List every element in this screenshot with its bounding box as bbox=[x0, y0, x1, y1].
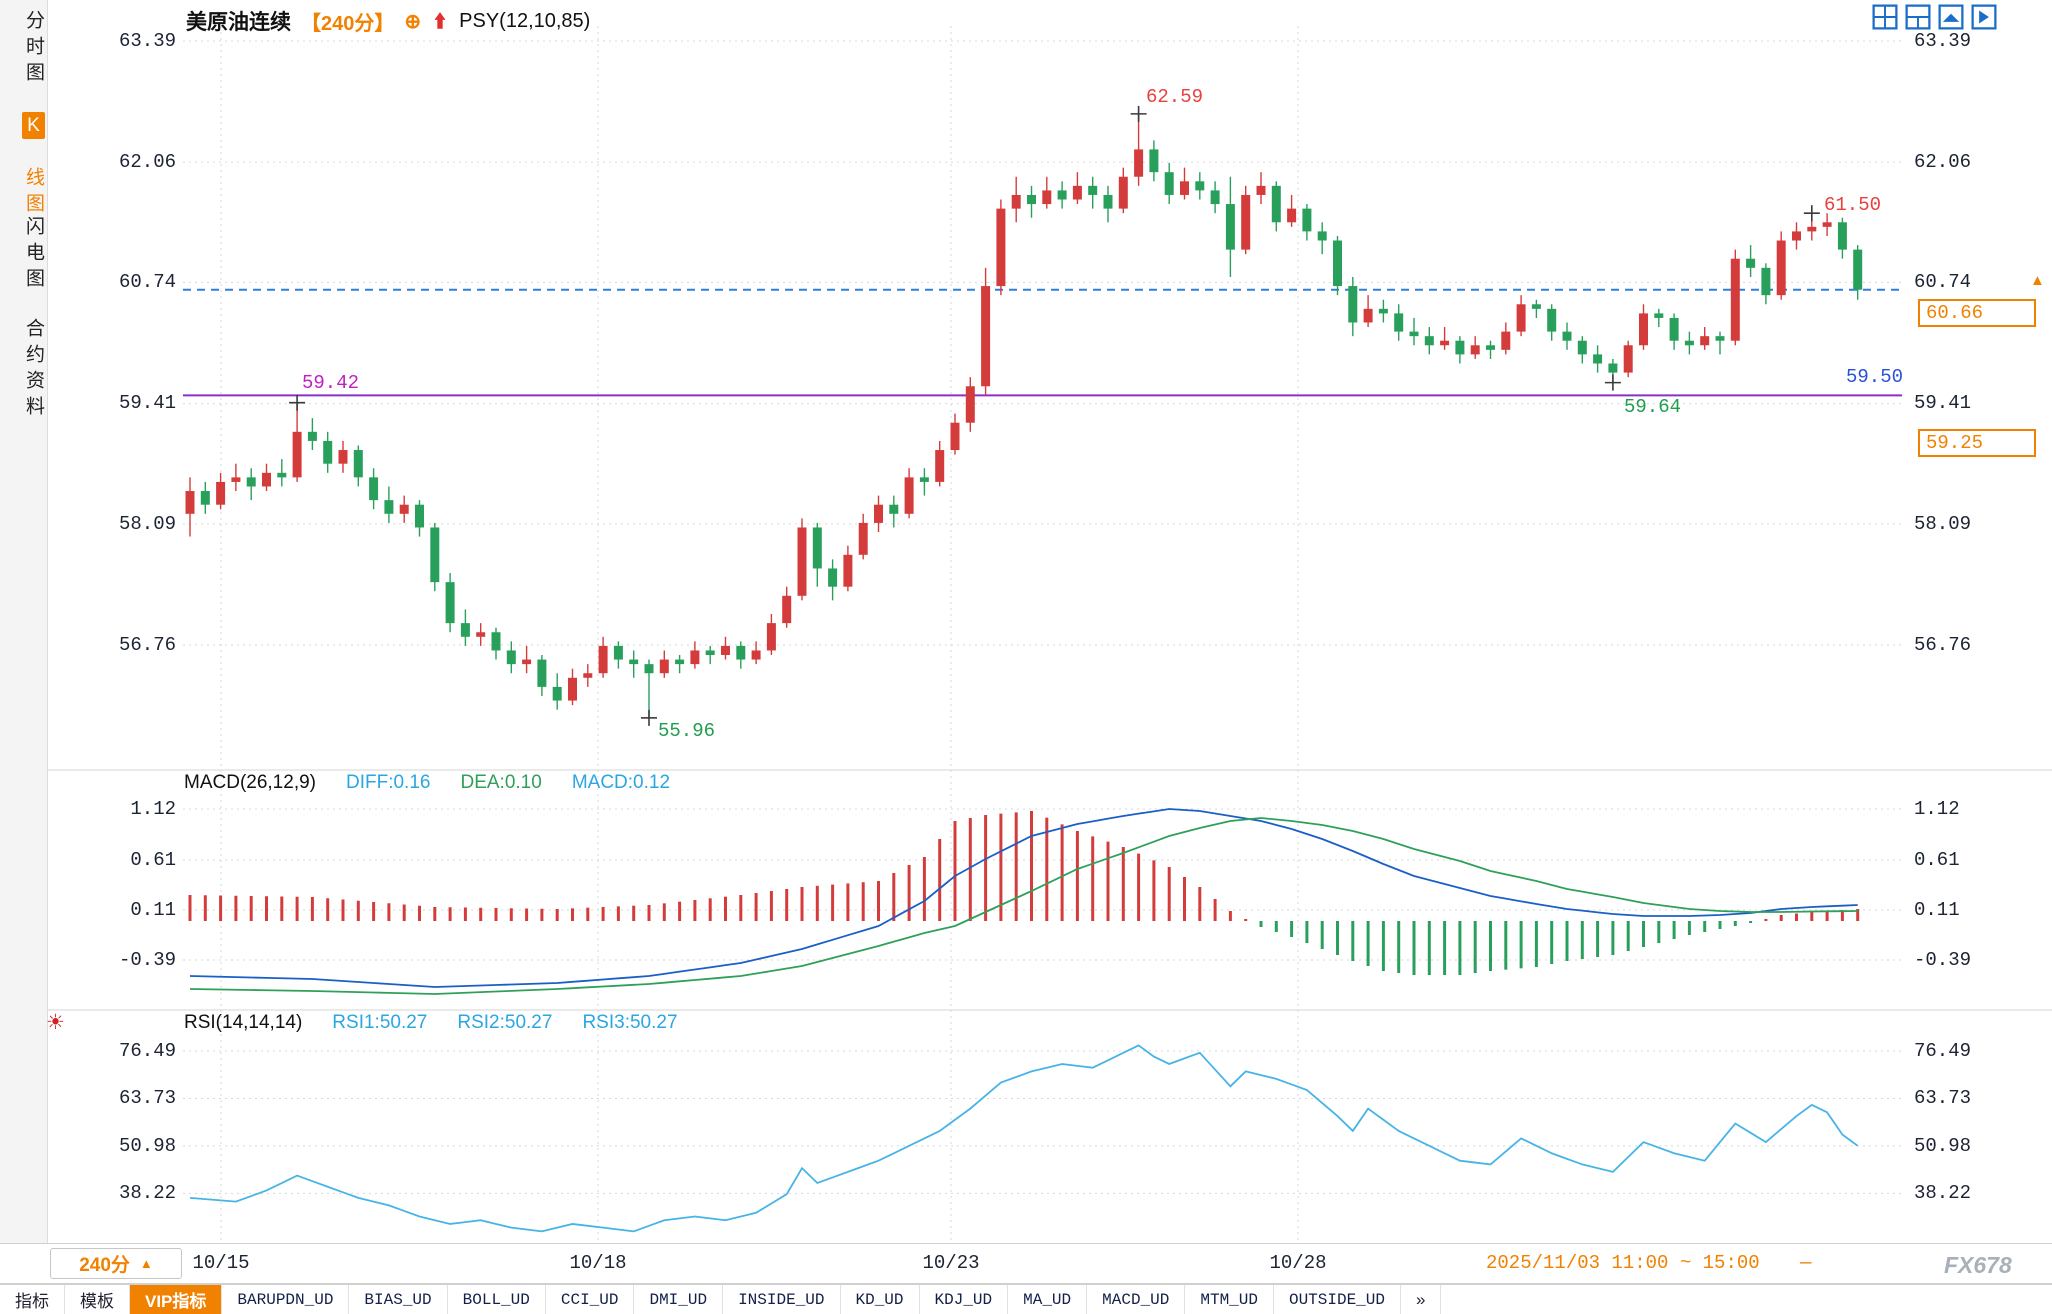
sidebar-tab-lightning[interactable]: 闪电图 bbox=[0, 216, 47, 294]
rsi-axis-label: 63.73 bbox=[118, 1087, 176, 1109]
macd-diff-value: DIFF:0.16 bbox=[346, 772, 431, 793]
tab-inside-ud[interactable]: INSIDE_UD bbox=[723, 1285, 841, 1314]
price-axis-label: 62.06 bbox=[118, 151, 176, 173]
price-axis-label: 62.06 bbox=[1914, 151, 1972, 173]
time-tick: 10/18 bbox=[569, 1252, 627, 1274]
rsi2-value: RSI2:50.27 bbox=[457, 1012, 553, 1033]
sidebar-tab-kline[interactable]: K 线图 bbox=[0, 112, 47, 219]
sidebar-tab-label: 分时图 bbox=[23, 10, 44, 88]
tab-bias-ud[interactable]: BIAS_UD bbox=[349, 1285, 448, 1314]
tab-mtm-ud[interactable]: MTM_UD bbox=[1185, 1285, 1274, 1314]
price-axis-label: 58.09 bbox=[118, 513, 176, 535]
tab-cci-ud[interactable]: CCI_UD bbox=[546, 1285, 635, 1314]
macd-axis-label: 1.12 bbox=[1914, 798, 1960, 820]
rsi-axis-label: 76.49 bbox=[118, 1040, 176, 1062]
price-axis-label: 60.74 bbox=[118, 271, 176, 293]
rsi1-value: RSI1:50.27 bbox=[332, 1012, 428, 1033]
tab-outside-ud[interactable]: OUTSIDE_UD bbox=[1274, 1285, 1401, 1314]
price-up-arrow-icon: ▲ bbox=[2030, 272, 2045, 289]
psy-arrow-icon bbox=[434, 12, 446, 29]
dropdown-arrow-icon: ▲ bbox=[139, 1256, 153, 1271]
tab-templates[interactable]: 模板 bbox=[65, 1285, 130, 1314]
sidebar-tab-label: 合约资料 bbox=[23, 318, 44, 422]
macd-axis-label: 1.12 bbox=[130, 798, 176, 820]
peak-annotation: 62.59 bbox=[1146, 86, 1204, 108]
rsi-title: RSI(14,14,14) bbox=[184, 1012, 303, 1033]
swing-high-annotation: 59.42 bbox=[302, 372, 360, 394]
price-axis-label: 63.39 bbox=[118, 30, 176, 52]
indicator-settings-icon[interactable]: ☀ bbox=[46, 1011, 65, 1034]
macd-header: MACD(26,12,9) DIFF:0.16 DEA:0.10 MACD:0.… bbox=[184, 772, 670, 794]
price-axis-label: 59.41 bbox=[1914, 392, 1972, 414]
indicator-tab-bar: 指标 模板 VIP指标 BARUPDN_UD BIAS_UD BOLL_UD C… bbox=[0, 1284, 2052, 1314]
period-selector-button[interactable]: 240分 ▲ bbox=[50, 1248, 182, 1279]
tab-kdj-ud[interactable]: KDJ_UD bbox=[920, 1285, 1009, 1314]
recent-low-annotation: 59.64 bbox=[1624, 396, 1682, 418]
price-axis-label: 59.41 bbox=[118, 392, 176, 414]
period-selector-label: 240分 bbox=[79, 1255, 130, 1276]
macd-axis-label: 0.61 bbox=[130, 849, 176, 871]
symbol-name: 美原油连续 bbox=[186, 11, 291, 34]
level-line-label: 59.50 bbox=[1846, 366, 1904, 388]
rsi-axis-label: 63.73 bbox=[1914, 1087, 1972, 1109]
left-sidebar: 分时图 K 线图 闪电图 合约资料 bbox=[0, 0, 48, 1243]
rsi-header: RSI(14,14,14) RSI1:50.27 RSI2:50.27 RSI3… bbox=[184, 1012, 678, 1034]
time-tick: 10/28 bbox=[1269, 1252, 1327, 1274]
swing-low-annotation: 55.96 bbox=[658, 720, 716, 742]
time-tick: 10/15 bbox=[192, 1252, 250, 1274]
rsi-axis-label: 38.22 bbox=[1914, 1182, 1972, 1204]
rsi-axis-label: 38.22 bbox=[118, 1182, 176, 1204]
tab-vip-indicators[interactable]: VIP指标 bbox=[130, 1285, 223, 1314]
tab-boll-ud[interactable]: BOLL_UD bbox=[448, 1285, 546, 1314]
last-price-tag: 60.66 bbox=[1918, 299, 2036, 327]
time-range-dash: — bbox=[1800, 1252, 1812, 1274]
macd-title: MACD(26,12,9) bbox=[184, 772, 316, 793]
settle-price-tag: 59.25 bbox=[1918, 429, 2036, 457]
tab-more-chevrons[interactable]: » bbox=[1401, 1285, 1442, 1314]
sidebar-tab-label: 线图 bbox=[23, 167, 44, 219]
sidebar-tab-kline-highlight: K bbox=[22, 112, 45, 139]
tab-macd-ud[interactable]: MACD_UD bbox=[1087, 1285, 1186, 1314]
recent-high-annotation: 61.50 bbox=[1824, 194, 1882, 216]
price-axis-label: 56.76 bbox=[118, 634, 176, 656]
rsi3-value: RSI3:50.27 bbox=[582, 1012, 678, 1033]
macd-axis-label: 0.11 bbox=[130, 899, 176, 921]
watermark: FX678 bbox=[1944, 1252, 2012, 1278]
macd-hist-value: MACD:0.12 bbox=[571, 772, 671, 793]
macd-axis-label: 0.61 bbox=[1914, 849, 1960, 871]
price-axis-label: 60.74 bbox=[1914, 271, 1972, 293]
rsi-axis-label: 50.98 bbox=[1914, 1135, 1972, 1157]
macd-axis-label: -0.39 bbox=[1914, 949, 1972, 971]
selected-time-range: 2025/11/03 11:00 ~ 15:00 bbox=[1486, 1252, 1760, 1274]
price-axis-label: 58.09 bbox=[1914, 513, 1972, 535]
sidebar-tab-label: 闪电图 bbox=[23, 216, 44, 294]
tab-barupdn-ud[interactable]: BARUPDN_UD bbox=[222, 1285, 350, 1314]
macd-axis-label: -0.39 bbox=[118, 949, 176, 971]
rsi-axis-label: 50.98 bbox=[118, 1135, 176, 1157]
tab-ma-ud[interactable]: MA_UD bbox=[1008, 1285, 1088, 1314]
rsi-axis-label: 76.49 bbox=[1914, 1040, 1972, 1062]
macd-axis-label: 0.11 bbox=[1914, 899, 1960, 921]
sidebar-tab-contract-info[interactable]: 合约资料 bbox=[0, 318, 47, 422]
price-axis-label: 63.39 bbox=[1914, 30, 1972, 52]
tab-indicators[interactable]: 指标 bbox=[0, 1285, 65, 1314]
chart-title-bar: 美原油连续 【240分】 ⊕ PSY(12,10,85) bbox=[186, 6, 590, 36]
layout-icon-group bbox=[1872, 4, 1997, 30]
period-label: 【240分】 bbox=[301, 12, 395, 35]
split-layout-icon[interactable] bbox=[1905, 4, 1931, 30]
time-tick: 10/23 bbox=[922, 1252, 980, 1274]
tab-dmi-ud[interactable]: DMI_UD bbox=[634, 1285, 724, 1314]
macd-dea-value: DEA:0.10 bbox=[460, 772, 542, 793]
indicator-title: PSY(12,10,85) bbox=[459, 9, 591, 32]
time-axis-row: 240分 ▲ 10/15 10/18 10/23 10/28 2025/11/0… bbox=[0, 1243, 2052, 1284]
sidebar-tab-timeshare[interactable]: 分时图 bbox=[0, 10, 47, 88]
tab-kd-ud[interactable]: KD_UD bbox=[841, 1285, 920, 1314]
pan-right-icon[interactable] bbox=[1971, 4, 1997, 30]
price-axis-label: 56.76 bbox=[1914, 634, 1972, 656]
scale-chart-icon[interactable] bbox=[1938, 4, 1964, 30]
add-indicator-icon[interactable]: ⊕ bbox=[404, 10, 422, 33]
grid-layout-icon[interactable] bbox=[1872, 4, 1898, 30]
